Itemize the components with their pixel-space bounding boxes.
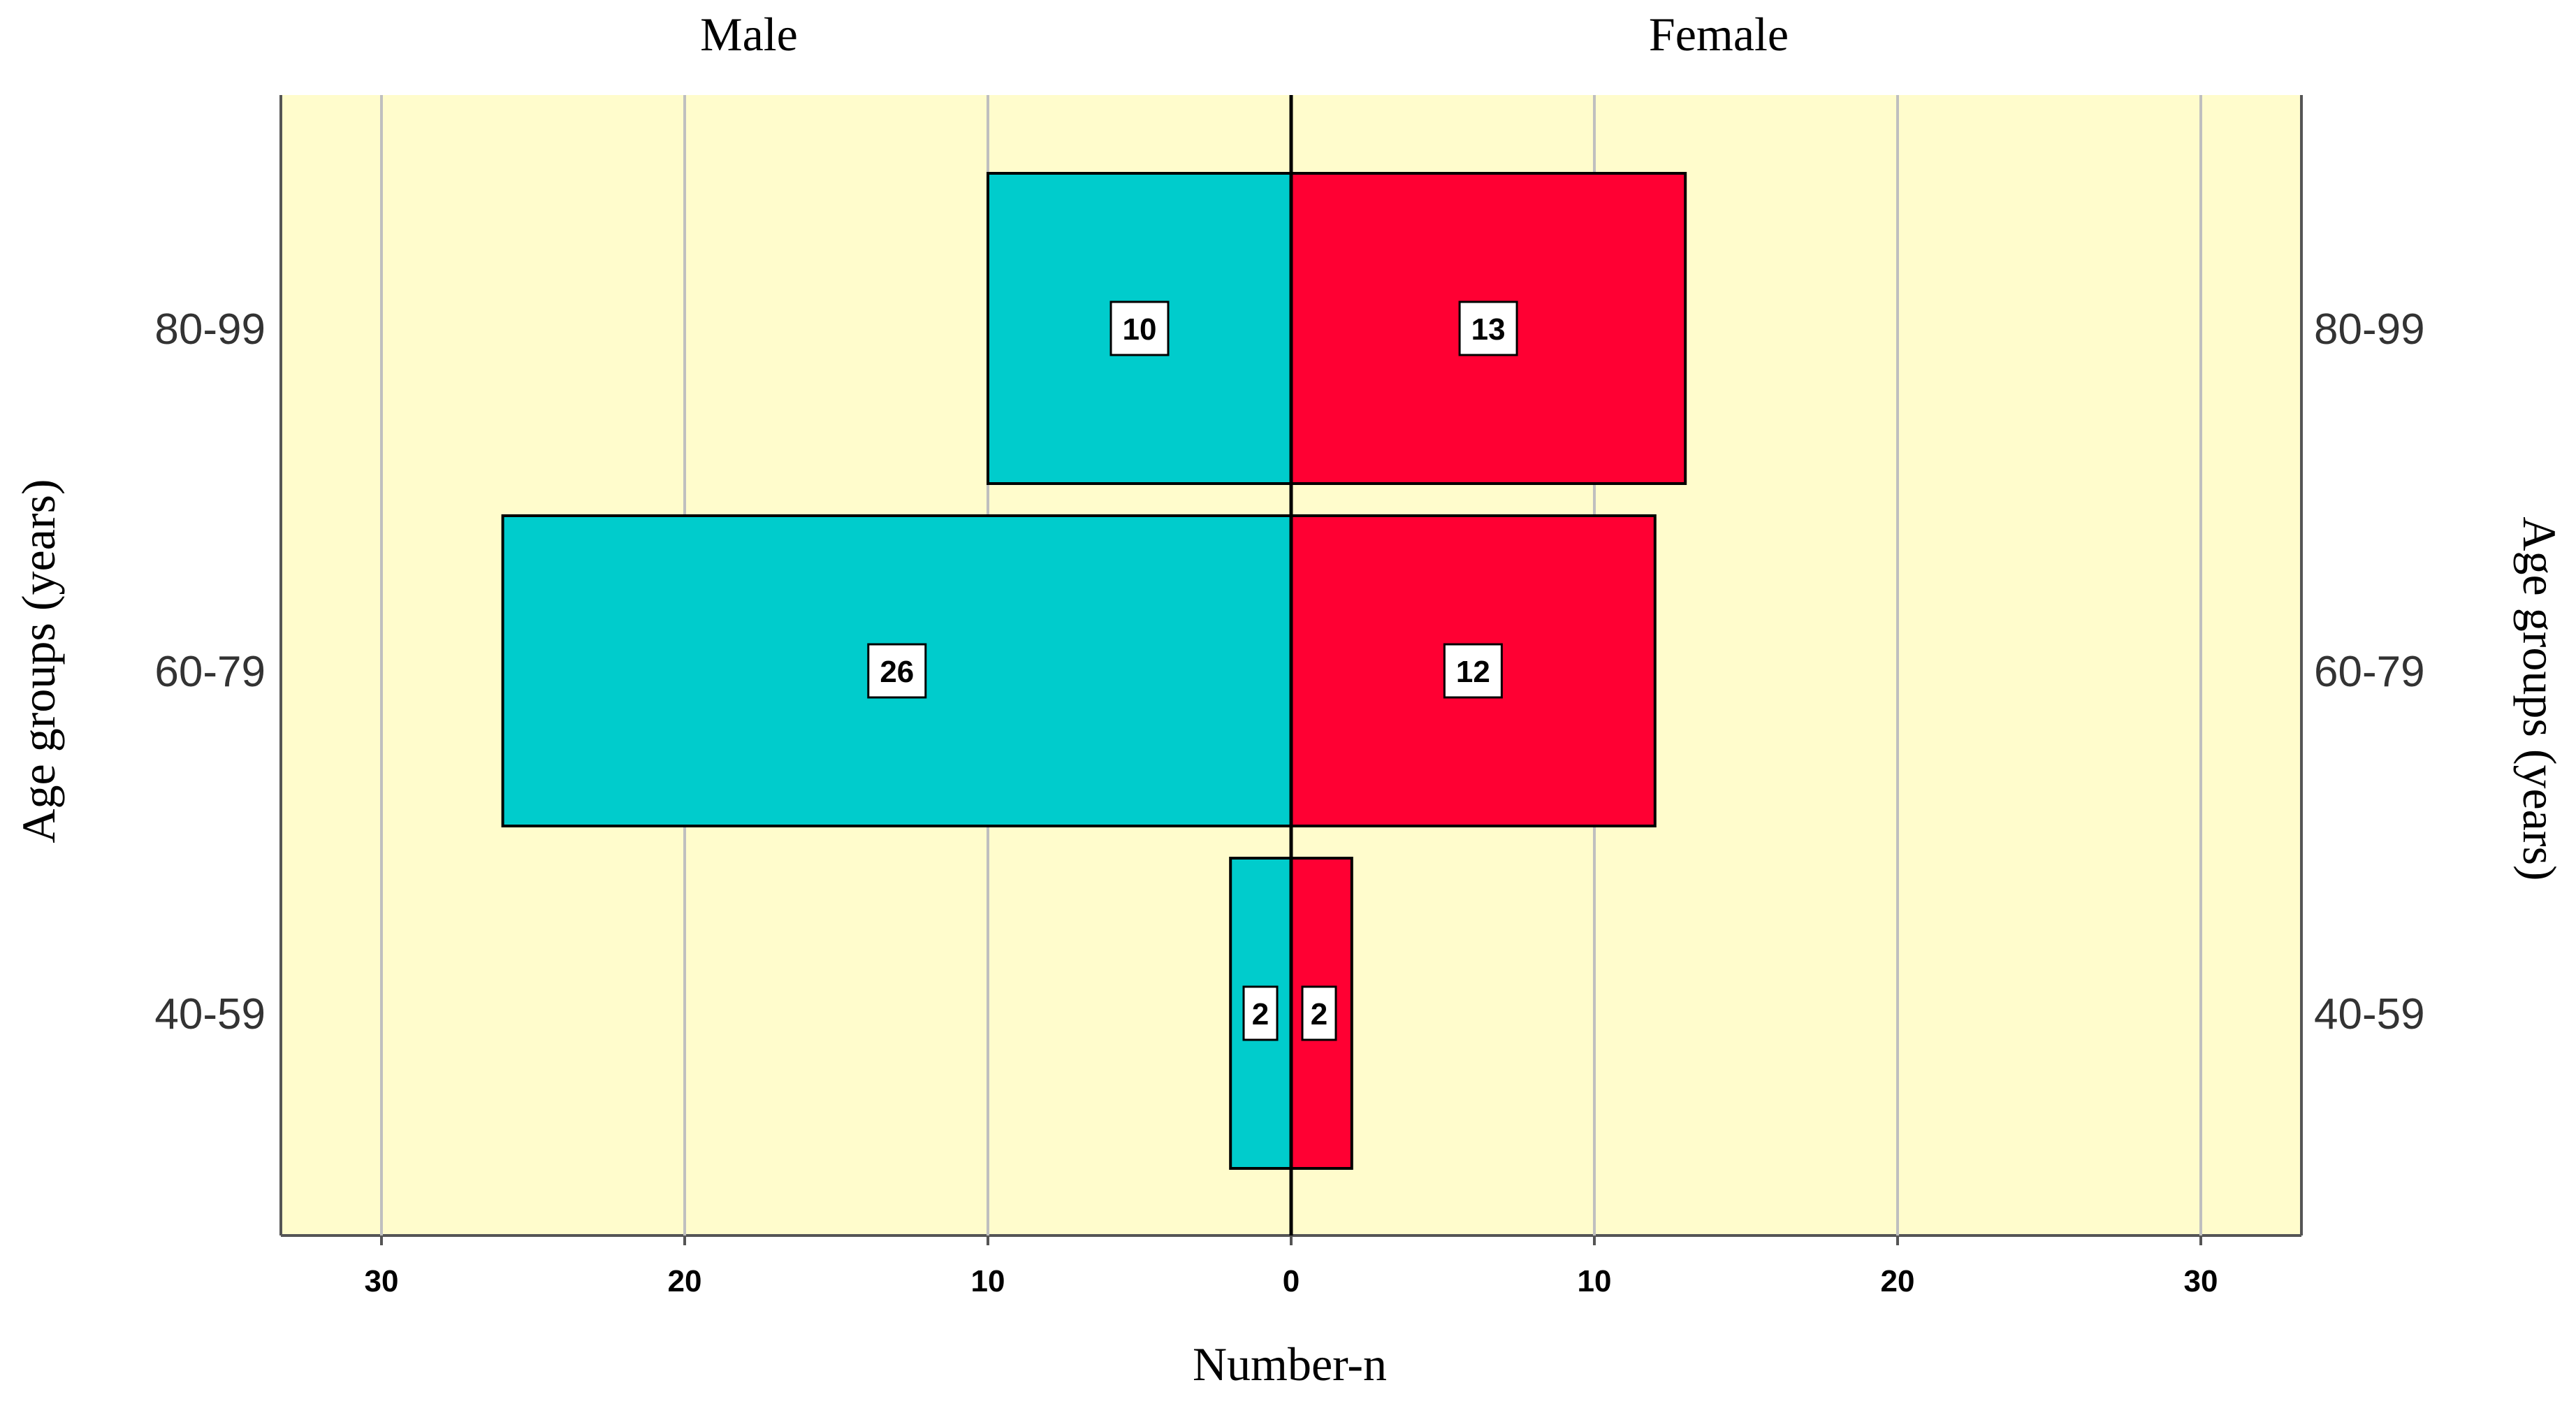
data-labels: 10 13 26 12 2 2 [867, 300, 1518, 1041]
data-label: 2 [1252, 997, 1269, 1031]
data-label-box [867, 643, 927, 699]
x-tick-label: 20 [668, 1264, 702, 1298]
female-series-title: Female [1649, 8, 1789, 61]
x-tick-label: 0 [1283, 1264, 1300, 1298]
category-label-right: 40-59 [2314, 990, 2425, 1038]
category-label-left: 60-79 [154, 648, 265, 696]
y-axis-title-right: Age groups (years) [2513, 516, 2566, 880]
data-label-box [1109, 300, 1170, 356]
bar-male-60-79 [501, 514, 1293, 827]
data-label-box [1301, 985, 1337, 1041]
category-label-left: 40-59 [154, 990, 265, 1038]
data-label: 10 [1123, 312, 1157, 347]
data-label: 2 [1311, 997, 1327, 1031]
x-tick-labels: 30 20 10 0 10 20 30 [365, 1235, 2218, 1298]
category-labels: 80-99 80-99 60-79 60-79 40-59 40-59 [154, 305, 2424, 1038]
data-label: 26 [880, 655, 914, 689]
x-axis-title: Number-n [1193, 1338, 1387, 1391]
category-label-right: 60-79 [2314, 648, 2425, 696]
male-series-title: Male [700, 8, 798, 61]
data-label-box [1242, 985, 1279, 1041]
x-tick-label: 30 [365, 1264, 399, 1298]
x-tick-label: 30 [2184, 1264, 2218, 1298]
data-label-box [1458, 300, 1518, 356]
x-tick-label: 10 [971, 1264, 1005, 1298]
data-label-box [1443, 643, 1503, 699]
x-tick-label: 10 [1578, 1264, 1612, 1298]
category-label-right: 80-99 [2314, 305, 2425, 354]
category-label-left: 80-99 [154, 305, 265, 354]
y-axis-title-left: Age groups (years) [12, 479, 65, 843]
data-label: 13 [1471, 312, 1506, 347]
x-tick-label: 20 [1881, 1264, 1915, 1298]
data-label: 12 [1456, 655, 1490, 689]
